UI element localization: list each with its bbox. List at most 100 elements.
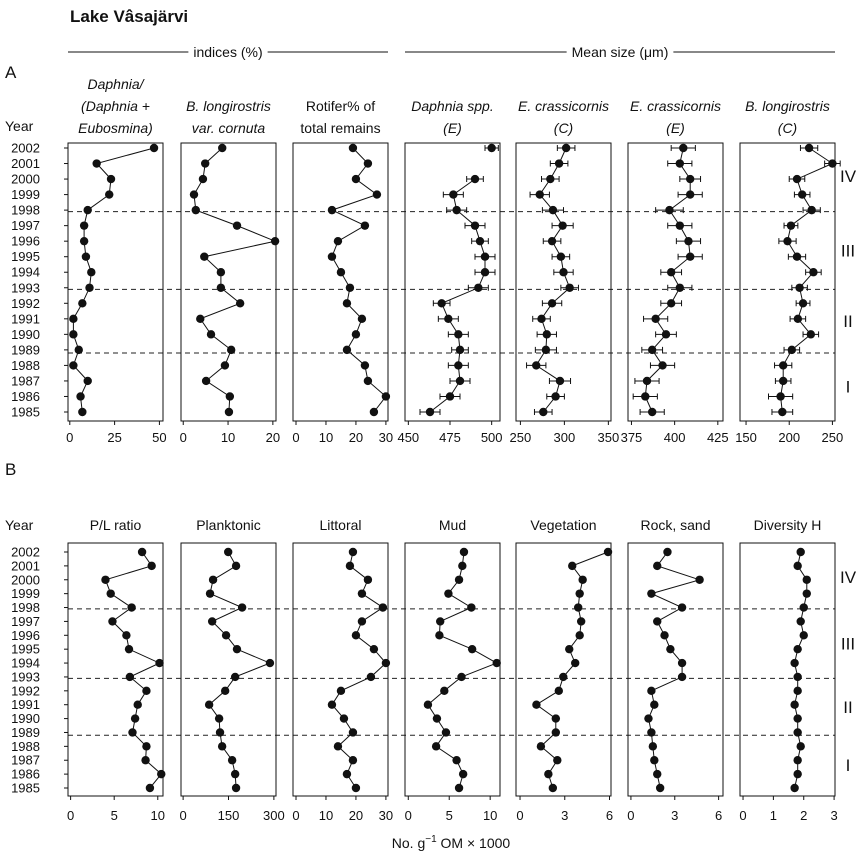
data-point [336,268,346,277]
data-point [565,283,574,292]
panel-title: total remains [300,120,380,136]
x-tick-label: 3 [671,808,678,823]
data-point [425,407,435,417]
x-tick-label: 1 [770,808,777,823]
data-point [551,714,561,723]
panel-frame [515,142,612,422]
data-point [778,407,787,417]
data-point [647,686,656,696]
x-axis-label: No. g−1 OM × 1000 [392,834,511,851]
data-point [547,299,557,308]
panel-frame [515,542,612,797]
x-tick-label: 0 [180,430,187,445]
y-tick-label: 1996 [11,234,40,249]
data-point [470,221,480,230]
data-point [206,330,216,339]
data-point [218,143,227,153]
data-point [459,547,469,557]
x-tick-label: 450 [397,430,419,445]
data-point [454,575,464,584]
data-point [551,392,560,401]
x-tick-label: 0 [67,808,74,823]
data-point [130,714,140,723]
data-point [201,376,211,386]
x-tick-label: 30 [379,430,393,445]
data-point [220,361,230,370]
data-point [571,658,580,668]
data-point [653,617,662,626]
x-tick-label: 0 [66,430,73,445]
data-point [381,392,391,401]
data-point [658,361,667,370]
data-point [437,299,446,308]
data-point [237,603,247,612]
data-point [660,631,669,640]
data-point [539,407,548,417]
y-tick-label: 2001 [11,558,40,573]
data-point [778,376,788,386]
data-point [230,672,240,682]
panel: Littoral 0 10 20 30 [292,517,393,823]
panel-frame [404,542,501,797]
data-point [797,190,807,199]
data-point [366,672,376,682]
data-point [802,589,811,598]
data-point [559,672,568,682]
data-point [647,407,657,417]
data-point [647,345,657,355]
data-point [675,159,685,168]
panel-frame [627,542,724,797]
data-point [790,700,799,709]
zone-label: I [846,756,851,775]
data-point [265,658,275,668]
data-point [677,672,687,682]
series-line [644,147,691,413]
data-point [648,742,658,751]
data-point [556,252,566,261]
data-point [231,561,241,571]
panel-title: Eubosmina) [78,120,153,136]
series-line [430,148,492,412]
data-point [208,575,218,584]
data-point [227,756,237,765]
x-tick-label: 375 [621,430,643,445]
data-point [106,174,116,184]
data-point [677,603,687,612]
panel-label: B [5,460,16,479]
data-point [807,205,816,215]
y-tick-label: 2001 [11,156,40,171]
x-tick-label: 0 [627,808,634,823]
data-point [558,221,567,230]
y-tick-label: 1992 [11,683,40,698]
data-point [79,221,89,230]
x-tick-label: 0 [292,808,299,823]
data-point [675,221,685,230]
y-tick-label: 1994 [11,656,40,671]
panel-title: Daphnia spp. [411,98,494,114]
data-point [578,575,587,584]
data-point [128,728,137,737]
data-point [787,345,797,355]
data-point [642,376,652,386]
data-point [333,742,343,751]
panel-frame [739,142,836,422]
panel: Mud 0 5 10 [404,517,501,823]
year-label: Year [5,118,34,134]
y-tick-label: 1999 [11,586,40,601]
series-line [331,551,387,789]
y-tick-label: 1990 [11,711,40,726]
data-point [675,283,685,292]
zone-label: II [843,312,852,331]
data-point [142,686,151,696]
data-point [641,392,650,401]
x-tick-label: 20 [266,430,280,445]
data-point [345,283,355,292]
data-point [568,561,577,571]
data-point [357,589,367,598]
zone-label: IV [840,568,857,587]
panel-title: Vegetation [530,517,596,533]
data-point [551,728,561,737]
x-axis-label-part: No. g [392,835,425,851]
panel-title: B. longirostris [186,98,271,114]
panel-frame [739,542,836,797]
